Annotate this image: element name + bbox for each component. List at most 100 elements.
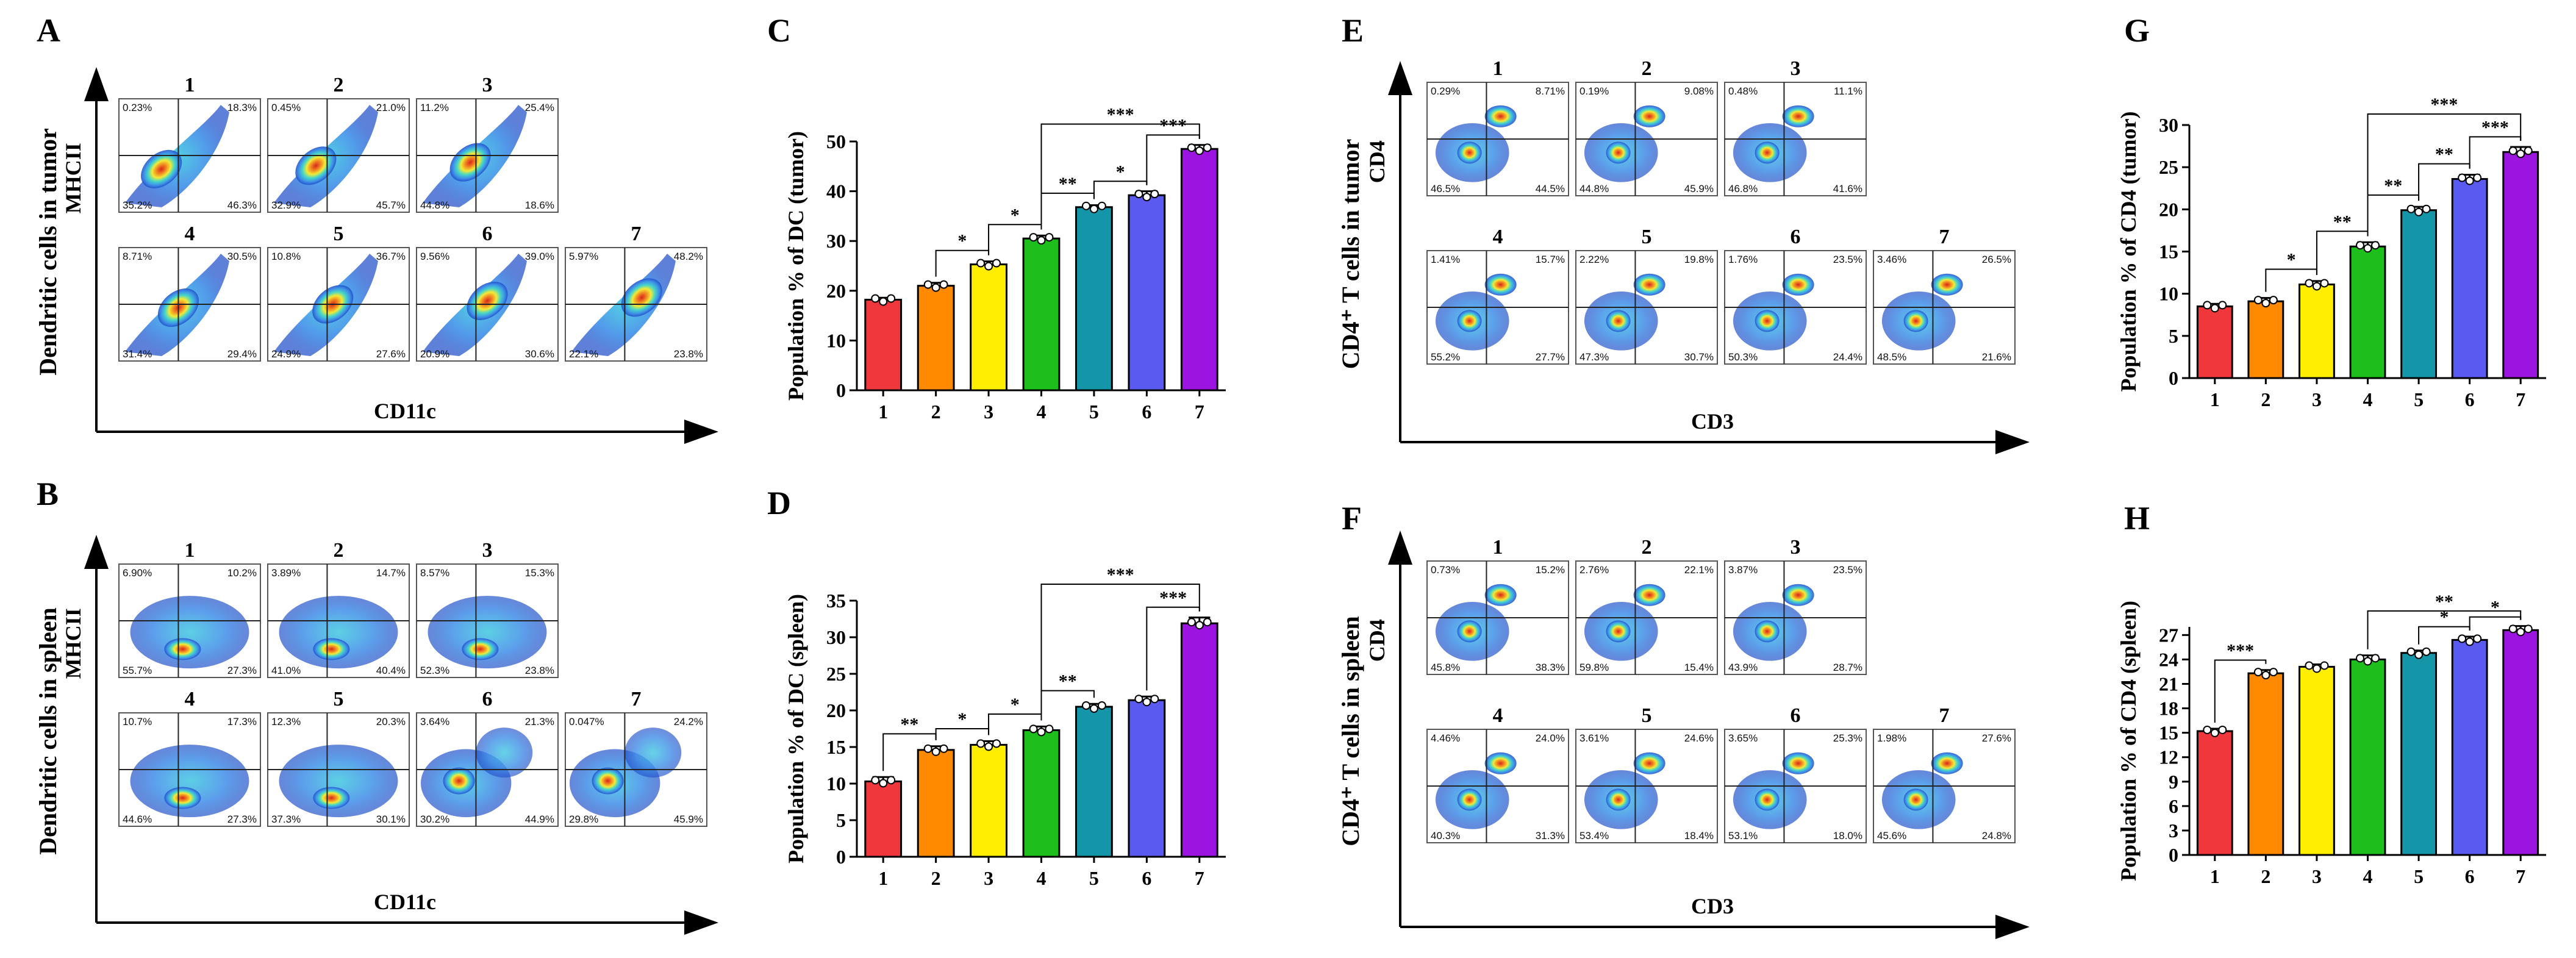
y-tick-label: 21 bbox=[2159, 673, 2178, 695]
quadrant-lr-value: 38.3% bbox=[1536, 662, 1565, 673]
data-point bbox=[976, 739, 986, 748]
quadrant-ll-value: 55.2% bbox=[1431, 351, 1460, 363]
quadrant-ul-value: 4.46% bbox=[1431, 732, 1460, 744]
bar bbox=[2247, 672, 2284, 856]
quadrant-ul-value: 2.22% bbox=[1580, 254, 1609, 265]
density-cd4-pos bbox=[1782, 105, 1814, 127]
data-point bbox=[1037, 727, 1046, 737]
quadrant-ll-value: 55.7% bbox=[123, 665, 152, 676]
flow-plot-3: 3 0.48% 11.1% 46.8% 41.6% bbox=[1724, 57, 1867, 196]
data-point bbox=[2516, 627, 2525, 637]
x-tick-label: 5 bbox=[1089, 867, 1099, 889]
data-point bbox=[1089, 204, 1098, 213]
data-point bbox=[2203, 725, 2212, 734]
flow-ylabel: Dendritic cells in spleen bbox=[34, 607, 62, 855]
quadrant-ur-value: 22.1% bbox=[1684, 564, 1714, 576]
quadrant-lr-value: 15.4% bbox=[1684, 662, 1714, 673]
quadrant-ll-value: 22.1% bbox=[569, 348, 598, 360]
data-point bbox=[1097, 701, 1106, 710]
group-number: 1 bbox=[185, 74, 195, 96]
x-tick-label: 5 bbox=[1089, 401, 1099, 423]
data-point bbox=[2218, 301, 2227, 310]
y-tick-label: 35 bbox=[826, 590, 846, 612]
quadrant-ur-value: 9.08% bbox=[1684, 85, 1714, 97]
significance-bracket bbox=[2214, 659, 2267, 723]
quadrant-ul-value: 0.45% bbox=[271, 102, 301, 113]
flow-plot-7: 7 3.46% 26.5% 48.5% 21.6% bbox=[1873, 226, 2016, 365]
quadrant-ll-value: 47.3% bbox=[1580, 351, 1609, 363]
data-point bbox=[939, 280, 948, 289]
data-point bbox=[1081, 701, 1090, 710]
quadrant-ul-value: 10.8% bbox=[271, 251, 301, 262]
group-number: 5 bbox=[1642, 226, 1652, 248]
flow-cytometry-layer: Dendritic cells in tumor MHCIICD11c10.23%… bbox=[34, 57, 2030, 939]
x-tick-label: 4 bbox=[1037, 401, 1046, 423]
data-point bbox=[2465, 176, 2474, 185]
group-number: 6 bbox=[1791, 704, 1801, 727]
panel-label-g: G bbox=[2124, 12, 2150, 49]
y-tick-label: 15 bbox=[826, 736, 846, 758]
flow-panel-f: CD4⁺ T cells in spleen CD4 CD3 1 0.73% 15.2% 4… bbox=[1337, 531, 2030, 939]
data-point bbox=[871, 294, 880, 303]
group-number: 4 bbox=[1493, 704, 1503, 727]
flow-plot-6: 6 3.64% 21.3% 30.2% 44.9% bbox=[416, 688, 559, 827]
x-tick-label: 6 bbox=[2465, 388, 2475, 410]
y-tick-label: 3 bbox=[2169, 820, 2178, 842]
density-core bbox=[1755, 310, 1780, 332]
data-point bbox=[2508, 146, 2517, 155]
quadrant-ul-value: 8.71% bbox=[123, 251, 152, 262]
density-core bbox=[1457, 310, 1482, 332]
data-point bbox=[2355, 241, 2364, 250]
data-point bbox=[2422, 647, 2431, 656]
data-point bbox=[1142, 698, 1151, 707]
density-cd4-pos bbox=[1633, 273, 1665, 296]
quadrant-ul-value: 0.48% bbox=[1728, 85, 1758, 97]
density-core bbox=[1755, 141, 1780, 164]
quadrant-lr-value: 30.7% bbox=[1684, 351, 1714, 363]
density-tail bbox=[476, 727, 533, 778]
x-tick-label: 5 bbox=[2414, 388, 2424, 410]
quadrant-ll-value: 53.4% bbox=[1580, 830, 1609, 842]
density-core bbox=[1457, 788, 1482, 811]
data-point bbox=[931, 283, 940, 292]
x-tick-label: 6 bbox=[1142, 867, 1151, 889]
x-tick-label: 6 bbox=[2465, 865, 2475, 887]
quadrant-lr-value: 28.7% bbox=[1833, 662, 1862, 673]
data-point bbox=[923, 744, 932, 753]
x-tick-label: 1 bbox=[2210, 388, 2220, 410]
quadrant-lr-value: 24.8% bbox=[1982, 830, 2011, 842]
data-point bbox=[2524, 146, 2533, 155]
group-number: 4 bbox=[185, 223, 195, 245]
flow-plot-3: 3 3.87% 23.5% 43.9% 28.7% bbox=[1724, 536, 1867, 675]
data-point bbox=[2422, 204, 2431, 213]
quadrant-lr-value: 46.3% bbox=[227, 199, 257, 211]
quadrant-ur-value: 23.5% bbox=[1833, 254, 1862, 265]
data-point bbox=[2312, 664, 2321, 673]
y-tick-label: 30 bbox=[826, 626, 846, 648]
y-tick-label: 15 bbox=[2159, 722, 2178, 744]
group-number: 2 bbox=[334, 539, 344, 562]
y-tick-label: 10 bbox=[826, 329, 846, 351]
density-cloud bbox=[130, 745, 249, 818]
data-point bbox=[1195, 621, 1204, 630]
data-point bbox=[2458, 173, 2467, 182]
x-marker-label: CD11c bbox=[374, 890, 436, 914]
bar bbox=[2451, 638, 2488, 856]
quadrant-ur-value: 8.71% bbox=[1536, 85, 1565, 97]
quadrant-lr-value: 24.4% bbox=[1833, 351, 1862, 363]
x-tick-label: 7 bbox=[2516, 865, 2525, 887]
quadrant-ll-value: 53.1% bbox=[1728, 830, 1758, 842]
density-cd4-pos bbox=[1484, 584, 1517, 606]
density-core bbox=[1457, 141, 1482, 164]
density-core bbox=[1903, 788, 1928, 811]
quadrant-ll-value: 32.9% bbox=[271, 199, 301, 211]
significance-label: * bbox=[2491, 598, 2500, 618]
data-point bbox=[2253, 668, 2263, 677]
data-point bbox=[2261, 671, 2270, 680]
y-tick-label: 18 bbox=[2159, 698, 2178, 720]
flow-plot-1: 1 0.23% 18.3% 35.2% 46.3% bbox=[118, 74, 261, 213]
flow-plot-4: 4 8.71% 30.5% 31.4% 29.4% bbox=[118, 223, 261, 362]
quadrant-ur-value: 26.5% bbox=[1982, 254, 2011, 265]
data-point bbox=[1097, 201, 1106, 210]
